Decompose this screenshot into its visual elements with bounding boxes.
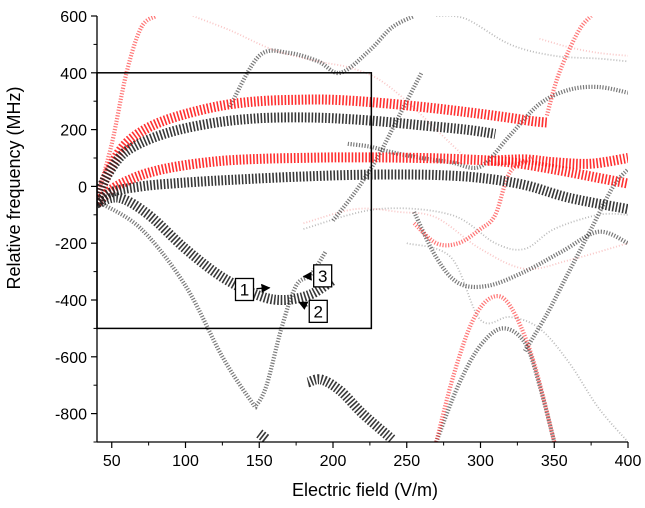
y-tick-label: 200: [60, 123, 87, 140]
y-axis-label: Relative frequency (MHz): [4, 86, 24, 289]
x-tick-label: 350: [541, 453, 568, 470]
annotation-box: [308, 299, 328, 324]
series-black-14: [434, 326, 557, 442]
series-red-2: [97, 152, 628, 208]
annotation-arrow: [256, 283, 271, 293]
series-red-0: [97, 94, 548, 205]
series-black-8: [100, 201, 328, 410]
series-red-24: [539, 37, 628, 57]
annotation-box: [234, 277, 255, 302]
y-tick-label: -400: [55, 293, 87, 310]
series-red-3: [487, 153, 628, 169]
series-red-18: [97, 16, 158, 199]
x-tick-label: 250: [393, 453, 420, 470]
x-tick-label: 400: [615, 453, 642, 470]
series-black-15: [303, 207, 628, 251]
y-tick-label: 0: [78, 179, 87, 196]
series-black-11: [347, 84, 628, 171]
x-tick-label: 50: [103, 453, 121, 470]
annotation-arrow: [298, 301, 309, 310]
y-tick-label: -200: [55, 236, 87, 253]
y-tick-label: 400: [60, 66, 87, 83]
annotation-label: 1: [240, 280, 249, 299]
y-tick-label: -600: [55, 350, 87, 367]
x-tick-label: 100: [172, 453, 199, 470]
y-tick-label: 600: [60, 9, 87, 26]
series-black-4: [97, 169, 628, 215]
x-tick-label: 200: [320, 453, 347, 470]
annotation-layer: 1 2 3: [234, 264, 333, 324]
x-tick-label: 300: [467, 453, 494, 470]
series-black-13: [522, 167, 628, 353]
series-black-7: [256, 429, 270, 442]
series-red-21: [412, 156, 534, 248]
annotation-label: 2: [314, 302, 323, 321]
series-black-16: [406, 242, 628, 442]
annotation-label: 3: [318, 267, 327, 286]
highlight-box: [96, 72, 373, 330]
series-red-19: [544, 16, 593, 116]
axes-layer: 600 400 200 0 -200 -400 -600 -800 50 100 150 200 250…: [55, 9, 641, 470]
series-black-9: [331, 71, 424, 222]
series-layer: [97, 16, 628, 442]
series-red-23: [303, 207, 628, 271]
series-black-12: [412, 211, 628, 290]
x-axis-label: Electric field (V/m): [292, 480, 438, 500]
series-black-17: [436, 16, 628, 63]
series-black-1: [97, 112, 497, 205]
series-black-6: [306, 374, 396, 442]
y-tick-label: -800: [55, 407, 87, 424]
series-black-5: [97, 192, 336, 306]
series-black-10: [227, 16, 416, 108]
series-red-22: [192, 16, 467, 159]
x-tick-label: 150: [246, 453, 273, 470]
series-red-20: [434, 294, 557, 442]
annotation-box: [313, 264, 333, 288]
